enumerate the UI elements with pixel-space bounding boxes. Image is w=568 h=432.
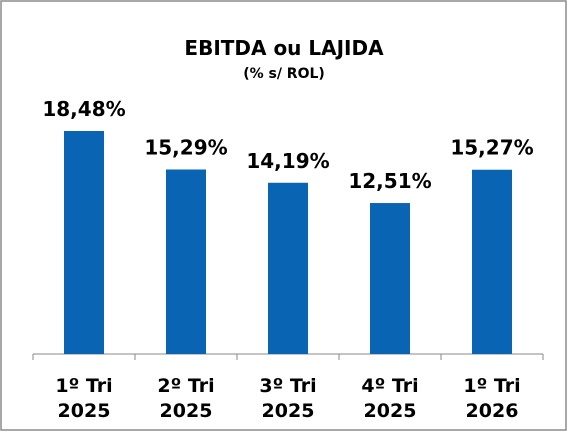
bar [370,203,410,354]
x-tick-label: 1º Tri 2025 [55,375,112,422]
bar [268,182,308,354]
value-label: 15,27% [450,136,533,160]
chart-subtitle: (% s/ ROL) [243,66,325,82]
bar [472,169,512,354]
bar [64,131,104,354]
x-tick-label: 4º Tri 2025 [361,375,418,422]
value-label: 15,29% [144,135,227,159]
x-tick-label: 3º Tri 2025 [259,375,316,422]
x-tick-label: 1º Tri 2026 [463,375,520,422]
value-label: 14,19% [246,149,329,173]
chart-title: EBITDA ou LAJIDA [184,36,384,60]
bar [166,169,206,354]
x-tick-label: 2º Tri 2025 [157,375,214,422]
value-label: 18,48% [42,97,125,121]
value-label: 12,51% [348,169,431,193]
